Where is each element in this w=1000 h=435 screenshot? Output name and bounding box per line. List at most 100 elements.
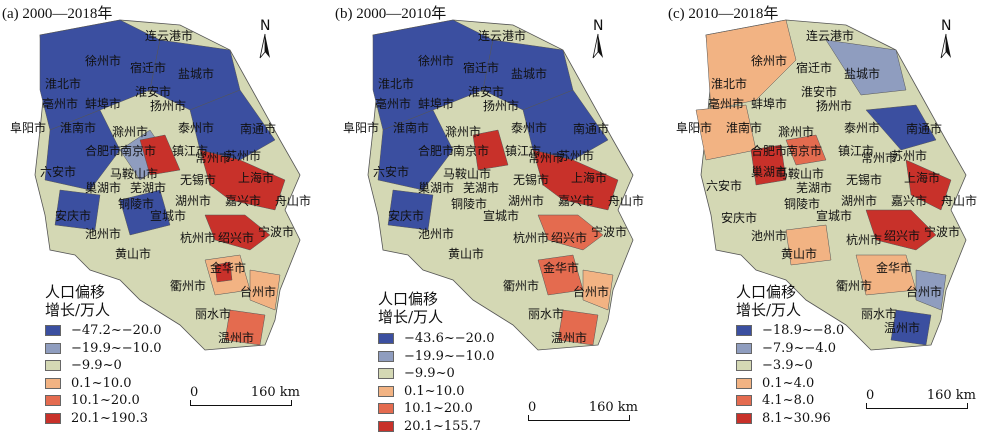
city-label: 舟山市 [608,193,644,208]
city-label: 亳州市 [708,96,744,111]
city-label: 宿迁市 [796,60,832,75]
city-label: 丽水市 [195,306,231,321]
city-label: 无锡市 [513,172,549,187]
legend-swatch [736,325,752,336]
legend-item: −3.9~0 [736,357,844,375]
city-label: 台州市 [906,284,942,299]
legend-swatch [736,378,752,389]
city-label: 舟山市 [941,193,977,208]
city-label: 蚌埠市 [751,96,787,111]
city-label: 绍兴市 [884,228,920,243]
legend-label: −9.9~0 [71,358,122,373]
legend-title: 人口偏移 增长/万人 [45,283,110,319]
city-label: 南通市 [240,121,276,136]
panel-title: (b) 2000—2010年 [335,2,446,23]
legend-label: 0.1~4.0 [762,376,814,391]
city-label: 淮北市 [711,76,747,91]
legend-item: 8.1~30.96 [736,410,844,428]
city-label: 衢州市 [503,278,539,293]
legend-item: −19.9~−10.0 [378,348,495,366]
panel-title: (a) 2000—2018年 [2,2,112,23]
city-label: 金华市 [543,260,579,275]
city-label: 无锡市 [180,172,216,187]
city-label: 巢湖市 [85,180,121,195]
city-label: 苏州市 [558,148,594,163]
city-label: 滁州市 [778,124,814,139]
city-label: 淮北市 [378,76,414,91]
city-label: 台州市 [573,284,609,299]
city-label: 衢州市 [170,278,206,293]
legend-label: 8.1~30.96 [762,411,831,426]
city-label: 阜阳市 [10,120,46,135]
city-label: 温州市 [884,320,920,335]
city-label: 南京市 [453,143,489,158]
city-label: 亳州市 [375,96,411,111]
city-label: 上海市 [571,170,607,185]
city-label: 安庆市 [55,208,91,223]
city-label: 淮南市 [60,120,96,135]
city-label: 芜湖市 [130,180,166,195]
city-label: 嘉兴市 [891,193,927,208]
city-label: 泰州市 [844,120,880,135]
city-label: 丽水市 [528,306,564,321]
city-label: 马鞍山市 [110,166,158,181]
legend-item: 4.1~8.0 [736,392,844,410]
legend-swatch [378,351,394,362]
city-label: 金华市 [210,260,246,275]
legend-label: 4.1~8.0 [762,393,814,408]
legend-label: 20.1~155.7 [404,419,481,434]
city-label: 绍兴市 [551,230,587,245]
legend-swatch [378,403,394,414]
city-label: 盐城市 [511,66,547,81]
city-label: 南京市 [120,143,156,158]
city-label: 宁波市 [924,224,960,239]
scale-line [866,403,968,409]
city-label: 泰州市 [511,120,547,135]
legend-item: −9.9~0 [45,357,162,375]
scale-start: 0 [866,388,874,403]
city-label: 温州市 [218,330,254,345]
legend-item: −9.9~0 [378,365,495,383]
legend-title-line: 人口偏移 [45,283,110,301]
legend-swatch [736,413,752,424]
city-label: 淮安市 [801,84,837,99]
city-label: 阜阳市 [343,120,379,135]
scale-line [190,400,292,406]
city-label: 南通市 [906,121,942,136]
city-label: 合肥市 [85,143,121,158]
city-label: 绍兴市 [218,230,254,245]
scale-end: 160 km [589,400,638,415]
city-label: 湖州市 [841,193,877,208]
svg-text:N: N [941,18,951,34]
city-label: 杭州市 [513,230,549,245]
legend-swatch [45,343,61,354]
city-label: 安庆市 [388,208,424,223]
city-label: 黄山市 [448,246,484,261]
scale-line [528,415,630,421]
legend-item: 20.1~155.7 [378,418,495,435]
legend-item: 10.1~20.0 [378,400,495,418]
legend-swatch [45,413,61,424]
city-label: 淮安市 [135,84,171,99]
city-label: 连云港市 [806,28,854,43]
scale-end: 160 km [251,385,300,400]
city-label: 宁波市 [591,224,627,239]
map-panel-a: 连云港市 徐州市 宿迁市 盐城市 淮北市 淮安市 亳州市 蚌埠市 扬州市 阜阳市… [0,0,333,433]
map-panel-b: 连云港市 徐州市 宿迁市 盐城市 淮北市 淮安市 亳州市 蚌埠市 扬州市 阜阳市… [333,0,666,433]
city-label: 南通市 [573,121,609,136]
legend-label: −3.9~0 [762,358,813,373]
legend-title: 人口偏移 增长/万人 [378,290,443,326]
legend-title-line: 增长/万人 [45,301,110,319]
city-label: 盐城市 [178,66,214,81]
legend-title-line: 增长/万人 [736,301,801,319]
legend-title: 人口偏移 增长/万人 [736,283,801,319]
city-label: 阜阳市 [676,120,712,135]
legend-label: 0.1~10.0 [71,376,132,391]
legend-swatch [736,395,752,406]
city-label: 丽水市 [861,306,897,321]
legend: −43.6~−20.0 −19.9~−10.0 −9.9~0 0.1~10.0 … [378,330,495,435]
city-label: 杭州市 [180,230,216,245]
scale-start: 0 [190,385,198,400]
city-label: 亳州市 [42,96,78,111]
